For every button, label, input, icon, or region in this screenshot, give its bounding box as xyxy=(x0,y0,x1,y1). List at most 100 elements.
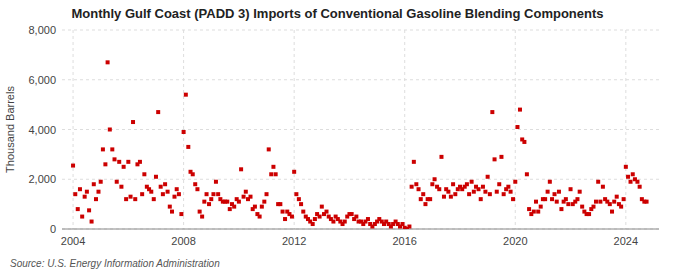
point xyxy=(612,200,616,204)
point xyxy=(509,190,513,194)
point xyxy=(278,202,282,206)
point xyxy=(325,210,329,214)
point xyxy=(580,205,584,209)
point xyxy=(331,220,335,224)
point xyxy=(195,187,199,191)
point xyxy=(502,192,506,196)
point xyxy=(269,172,273,176)
point xyxy=(244,190,248,194)
point xyxy=(439,155,443,159)
point xyxy=(193,182,197,186)
point xyxy=(569,187,573,191)
point xyxy=(423,202,427,206)
point xyxy=(258,215,262,219)
point xyxy=(106,60,110,64)
x-grid-line xyxy=(404,30,405,229)
x-tick-label: 2024 xyxy=(614,235,638,247)
point xyxy=(142,172,146,176)
x-grid-line xyxy=(294,30,295,229)
point xyxy=(410,185,414,189)
x-tick-label: 2020 xyxy=(503,235,527,247)
x-tick-label: 2004 xyxy=(61,235,85,247)
x-grid-line xyxy=(73,30,74,229)
point xyxy=(587,212,591,216)
point xyxy=(594,200,598,204)
point xyxy=(200,215,204,219)
y-grid-line xyxy=(62,229,659,230)
point xyxy=(110,147,114,151)
y-tick-label: 2,000 xyxy=(28,173,56,185)
point xyxy=(265,192,269,196)
x-tick-label: 2012 xyxy=(282,235,306,247)
point xyxy=(159,185,163,189)
point xyxy=(596,180,600,184)
point xyxy=(94,197,98,201)
point xyxy=(522,140,526,144)
source: Source: U.S. Energy Information Administ… xyxy=(10,258,220,269)
point xyxy=(506,185,510,189)
point xyxy=(76,207,80,211)
point xyxy=(451,182,455,186)
point xyxy=(292,170,296,174)
point xyxy=(80,215,84,219)
point xyxy=(124,197,128,201)
point xyxy=(177,192,181,196)
point xyxy=(87,208,91,212)
point xyxy=(629,180,633,184)
point xyxy=(313,217,317,221)
point xyxy=(184,93,188,97)
point xyxy=(553,192,557,196)
point xyxy=(175,187,179,191)
point xyxy=(490,110,494,114)
chart: Monthly Gulf Coast (PADD 3) Imports of C… xyxy=(0,0,675,275)
point xyxy=(608,202,612,206)
point xyxy=(532,210,536,214)
grid xyxy=(62,30,659,229)
point xyxy=(242,195,246,199)
point xyxy=(113,157,117,161)
point xyxy=(156,110,160,114)
point xyxy=(211,192,215,196)
point xyxy=(525,172,529,176)
point xyxy=(465,182,469,186)
point xyxy=(228,207,232,211)
point xyxy=(477,187,481,191)
y-grid-line xyxy=(62,129,659,130)
point xyxy=(555,200,559,204)
point xyxy=(527,207,531,211)
point xyxy=(149,190,153,194)
point xyxy=(108,128,112,132)
point xyxy=(290,215,294,219)
point xyxy=(635,180,639,184)
point xyxy=(557,190,561,194)
point xyxy=(119,185,123,189)
point xyxy=(281,210,285,214)
point xyxy=(421,192,425,196)
point xyxy=(115,180,119,184)
point xyxy=(101,147,105,151)
point xyxy=(591,205,595,209)
point xyxy=(163,182,167,186)
point xyxy=(99,180,103,184)
point xyxy=(320,205,324,209)
point xyxy=(412,160,416,164)
x-grid-line xyxy=(183,30,184,229)
point xyxy=(513,180,517,184)
point xyxy=(186,145,190,149)
point xyxy=(117,160,121,164)
point xyxy=(271,165,275,169)
y-tick-label: 4,000 xyxy=(28,124,56,136)
point xyxy=(601,185,605,189)
point xyxy=(83,195,87,199)
point xyxy=(499,155,503,159)
point xyxy=(152,197,156,201)
point xyxy=(248,195,252,199)
point xyxy=(624,165,628,169)
point xyxy=(299,202,303,206)
point xyxy=(232,205,236,209)
point xyxy=(253,205,257,209)
point xyxy=(350,212,354,216)
point xyxy=(260,205,264,209)
point xyxy=(78,187,82,191)
point xyxy=(407,225,411,229)
